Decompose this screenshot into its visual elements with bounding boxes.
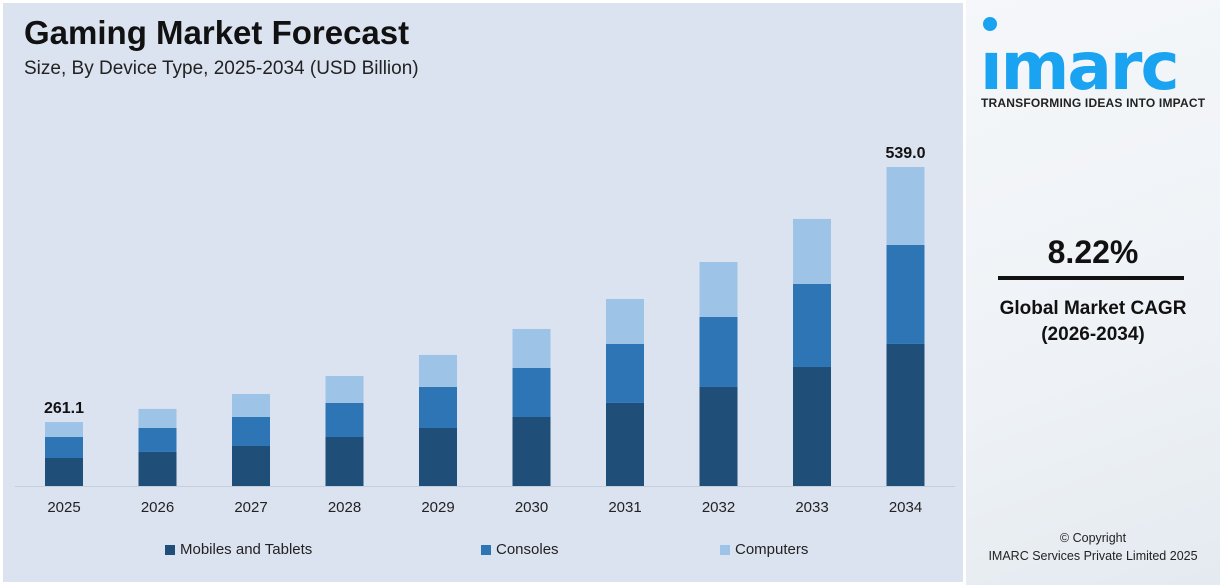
bar-consoles-2034: [886, 244, 925, 344]
bar-mobiles-and-tablets-2032: [699, 386, 738, 486]
x-tick-label: 2032: [702, 499, 735, 516]
bar-consoles-2033: [793, 283, 831, 367]
bar-computers-2030: [512, 328, 551, 368]
copyright-line2: IMARC Services Private Limited 2025: [988, 549, 1198, 563]
legend-item: Computers: [720, 541, 808, 558]
stacked-bar-chart: 2025 261.1 2026 2027 2028 2029 2030 2031 2032 203…: [15, 145, 955, 516]
divider: [998, 276, 1184, 280]
bar-mobiles-and-tablets-2033: [793, 366, 831, 486]
x-tick-label: 2033: [795, 499, 828, 516]
x-tick-label: 2030: [515, 499, 548, 516]
bar-computers-2031: [606, 298, 644, 344]
data-label: 261.1: [44, 400, 84, 417]
cagr-label-title: Global Market CAGR: [999, 298, 1187, 319]
bar-consoles-2030: [512, 367, 551, 417]
tagline: TRANSFORMING IDEAS INTO IMPACT: [981, 96, 1206, 110]
bar-mobiles-and-tablets-2028: [325, 436, 364, 486]
bar-computers-2025: [45, 422, 83, 437]
bar-consoles-2029: [419, 386, 457, 428]
bar-computers-2029: [419, 354, 457, 387]
bar-consoles-2027: [232, 416, 270, 446]
legend-item: Mobiles and Tablets: [165, 541, 312, 558]
bar-computers-2032: [699, 261, 738, 317]
bar-computers-2034: [886, 167, 925, 245]
x-tick-label: 2025: [47, 499, 80, 516]
bar-computers-2027: [232, 393, 270, 417]
bar-consoles-2031: [606, 343, 644, 403]
bar-computers-2033: [793, 218, 831, 284]
svg-text:ımarc: ımarc: [980, 28, 1178, 94]
legend-swatch: [720, 544, 730, 555]
legend-label: Mobiles and Tablets: [180, 541, 313, 558]
x-tick-label: 2027: [234, 499, 267, 516]
x-tick-label: 2029: [421, 499, 454, 516]
bar-mobiles-and-tablets-2030: [512, 416, 551, 486]
x-tick-label: 2028: [328, 499, 361, 516]
chart-subtitle: Size, By Device Type, 2025-2034 (USD Bil…: [24, 58, 419, 79]
bar-mobiles-and-tablets-2031: [606, 402, 644, 486]
legend-label: Consoles: [496, 541, 559, 558]
legend-label: Computers: [735, 541, 809, 558]
x-tick-label: 2026: [141, 499, 174, 516]
bar-consoles-2025: [45, 436, 83, 459]
bar-consoles-2026: [138, 427, 177, 452]
copyright-line1: © Copyright: [1059, 531, 1127, 545]
bar-computers-2026: [138, 408, 177, 428]
data-label: 539.0: [885, 145, 925, 162]
bar-mobiles-and-tablets-2025: [45, 458, 83, 486]
cagr-label: Global Market CAGR (2026-2034): [966, 296, 1220, 348]
cagr-label-period: (2026-2034): [1041, 324, 1145, 345]
legend-swatch: [481, 544, 491, 555]
legend-swatch: [165, 544, 175, 555]
legend-item: Consoles: [481, 541, 559, 558]
chart-title: Gaming Market Forecast: [24, 14, 410, 51]
bar-consoles-2032: [699, 316, 738, 387]
x-tick-label: 2034: [889, 499, 922, 516]
bar-consoles-2028: [325, 402, 364, 437]
x-tick-label: 2031: [608, 499, 641, 516]
bar-mobiles-and-tablets-2027: [232, 445, 270, 486]
side-panel: ımarc TRANSFORMING IDEAS INTO IMPACT 8.2…: [966, 0, 1220, 585]
bar-computers-2028: [325, 375, 364, 403]
copyright: © Copyright IMARC Services Private Limit…: [966, 529, 1220, 565]
bar-mobiles-and-tablets-2034: [886, 343, 925, 486]
bar-mobiles-and-tablets-2026: [138, 451, 177, 486]
bar-mobiles-and-tablets-2029: [419, 428, 457, 486]
imarc-logo: ımarc: [980, 17, 1180, 94]
cagr-value: 8.22%: [1047, 234, 1139, 270]
